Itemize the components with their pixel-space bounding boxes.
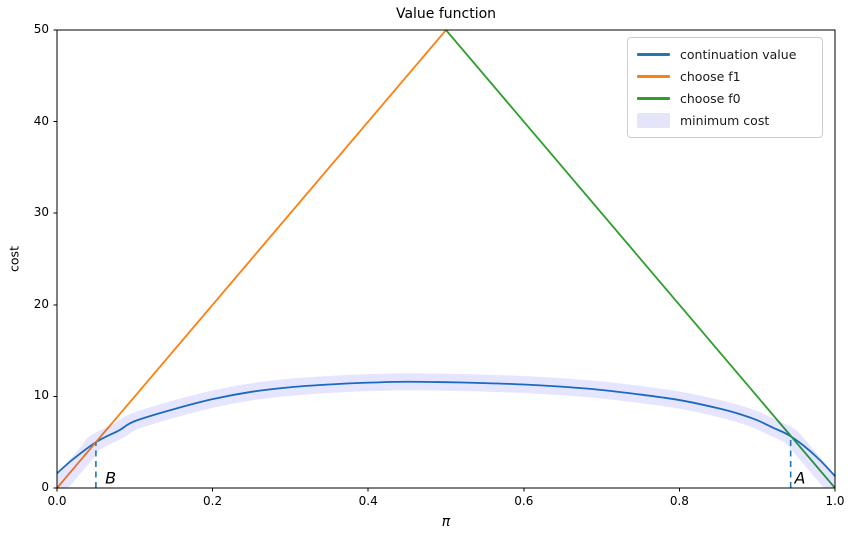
y-tick-label-0: 0: [41, 480, 49, 494]
x-tick-label-0.8: 0.8: [669, 494, 689, 508]
axes-spines: [56, 29, 836, 489]
minimum-cost-swatch: [637, 113, 671, 128]
y-axis-label: cost: [6, 246, 22, 272]
legend-label: choose f1: [680, 69, 741, 84]
choose-f0-swatch: [637, 97, 671, 100]
y-tick-label-30: 30: [33, 205, 49, 220]
legend: continuation value choose f1 choose f0 mini…: [627, 37, 823, 138]
choose-f1-line: [57, 30, 447, 488]
x-tick-label-0.6: 0.6: [514, 494, 534, 508]
annotation-B: B: [105, 468, 117, 488]
legend-label: minimum cost: [680, 113, 770, 128]
x-axis-label: π: [441, 514, 451, 530]
x-tick-label-0.2: 0.2: [203, 494, 223, 508]
chart-title: Value function: [395, 6, 497, 22]
line-swatch-icon: [637, 97, 670, 100]
choose-f1-swatch: [637, 75, 671, 78]
y-tick-label-50: 50: [33, 22, 49, 36]
x-tick-label-0.4: 0.4: [358, 494, 378, 508]
x-tick-label-1.0: 1.0: [825, 494, 845, 508]
legend-label: continuation value: [680, 47, 797, 62]
continuation-value-swatch: [637, 53, 671, 56]
line-swatch-icon: [637, 53, 670, 56]
y-tick-label-20: 20: [33, 296, 49, 311]
y-tick-label-40: 40: [33, 113, 49, 128]
minimum-cost-band: [57, 373, 835, 488]
legend-item-choose-f0: choose f0: [637, 89, 812, 108]
line-swatch-icon: [637, 75, 670, 78]
legend-item-choose-f1: choose f1: [637, 67, 812, 86]
choose-f0-line: [445, 30, 835, 488]
annotation-A: A: [794, 468, 806, 488]
legend-item-continuation-value: continuation value: [637, 45, 812, 64]
legend-item-minimum-cost: minimum cost: [637, 111, 812, 130]
x-tick-label-0.0: 0.0: [47, 494, 67, 508]
legend-label: choose f0: [680, 91, 741, 106]
continuation-value-line: [57, 380, 835, 477]
y-tick-label-10: 10: [33, 388, 49, 403]
band-swatch-icon: [637, 113, 670, 128]
